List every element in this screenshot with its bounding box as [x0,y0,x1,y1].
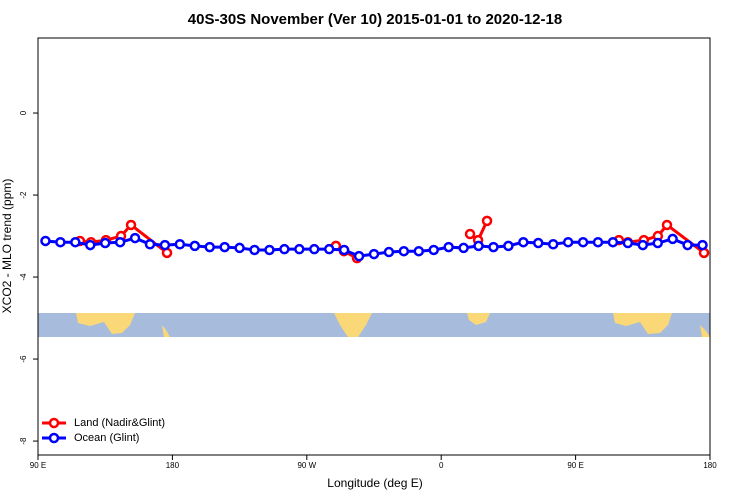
series-point [99,237,111,249]
legend-label: Land (Nadir&Glint) [74,417,165,429]
y-tick-label: 0 [19,110,28,115]
series-point [189,240,201,252]
series-point [353,250,365,262]
series-point [279,243,290,255]
series-point [125,219,137,231]
series-point [533,237,544,249]
series-point [697,239,708,251]
series-point [473,240,484,252]
series-point [592,236,604,248]
series-point [323,243,335,255]
map-strip [38,313,710,337]
x-tick-label: 0 [439,461,444,470]
series-point [682,239,693,251]
series-point [219,241,230,253]
legend-label: Ocean (Glint) [74,432,139,444]
x-tick-label: 90 W [297,461,316,470]
series-point [264,244,275,256]
series-point [85,239,96,251]
series-point [204,241,215,253]
series-point [443,241,454,253]
series-point [607,236,619,248]
plot-frame [37,37,711,456]
series-point [562,236,574,248]
series-point [40,235,51,247]
series-point [458,242,469,254]
series-point [398,245,410,257]
series-point [383,246,395,258]
y-tick-label: -6 [19,355,28,363]
x-tick-label: 90 E [30,461,46,470]
series-point [428,244,439,256]
series-point [547,238,559,250]
series-point [503,240,514,252]
series-point [652,237,663,249]
series-point [577,236,589,248]
series-point [55,236,66,248]
series-point [637,239,649,251]
series-point [234,242,245,254]
x-tick-label: 180 [166,461,180,470]
x-axis-label: Longitude (deg E) [327,476,422,490]
series-point [488,241,499,253]
y-axis-label: XCO2 - MLO trend (ppm) [0,179,14,314]
series-point [114,236,126,248]
series-point [413,245,425,257]
series-point [622,237,634,249]
legend: Land (Nadir&Glint) Ocean (Glint) [42,417,165,444]
series-point [159,239,171,251]
series-point [667,233,678,245]
y-tick-label: -2 [19,191,28,199]
series-point [249,244,260,256]
series-point [518,236,529,248]
y-tick-label: -8 [19,437,28,445]
x-tick-label: 90 E [567,461,583,470]
series-point [70,236,81,248]
y-tick-label: -4 [19,273,28,281]
series-point [338,244,350,256]
series-point [661,219,673,231]
legend-marker [48,432,60,444]
series-point [464,228,476,240]
series-point [368,248,380,260]
x-tick-label: 180 [703,461,717,470]
series-point [294,243,305,255]
series-point [481,215,493,227]
series-point [174,238,186,250]
series-point [129,232,141,244]
series-point [144,238,156,250]
legend-marker [48,417,60,429]
chart-title: 40S-30S November (Ver 10) 2015-01-01 to … [188,11,562,28]
series-point [309,243,320,255]
